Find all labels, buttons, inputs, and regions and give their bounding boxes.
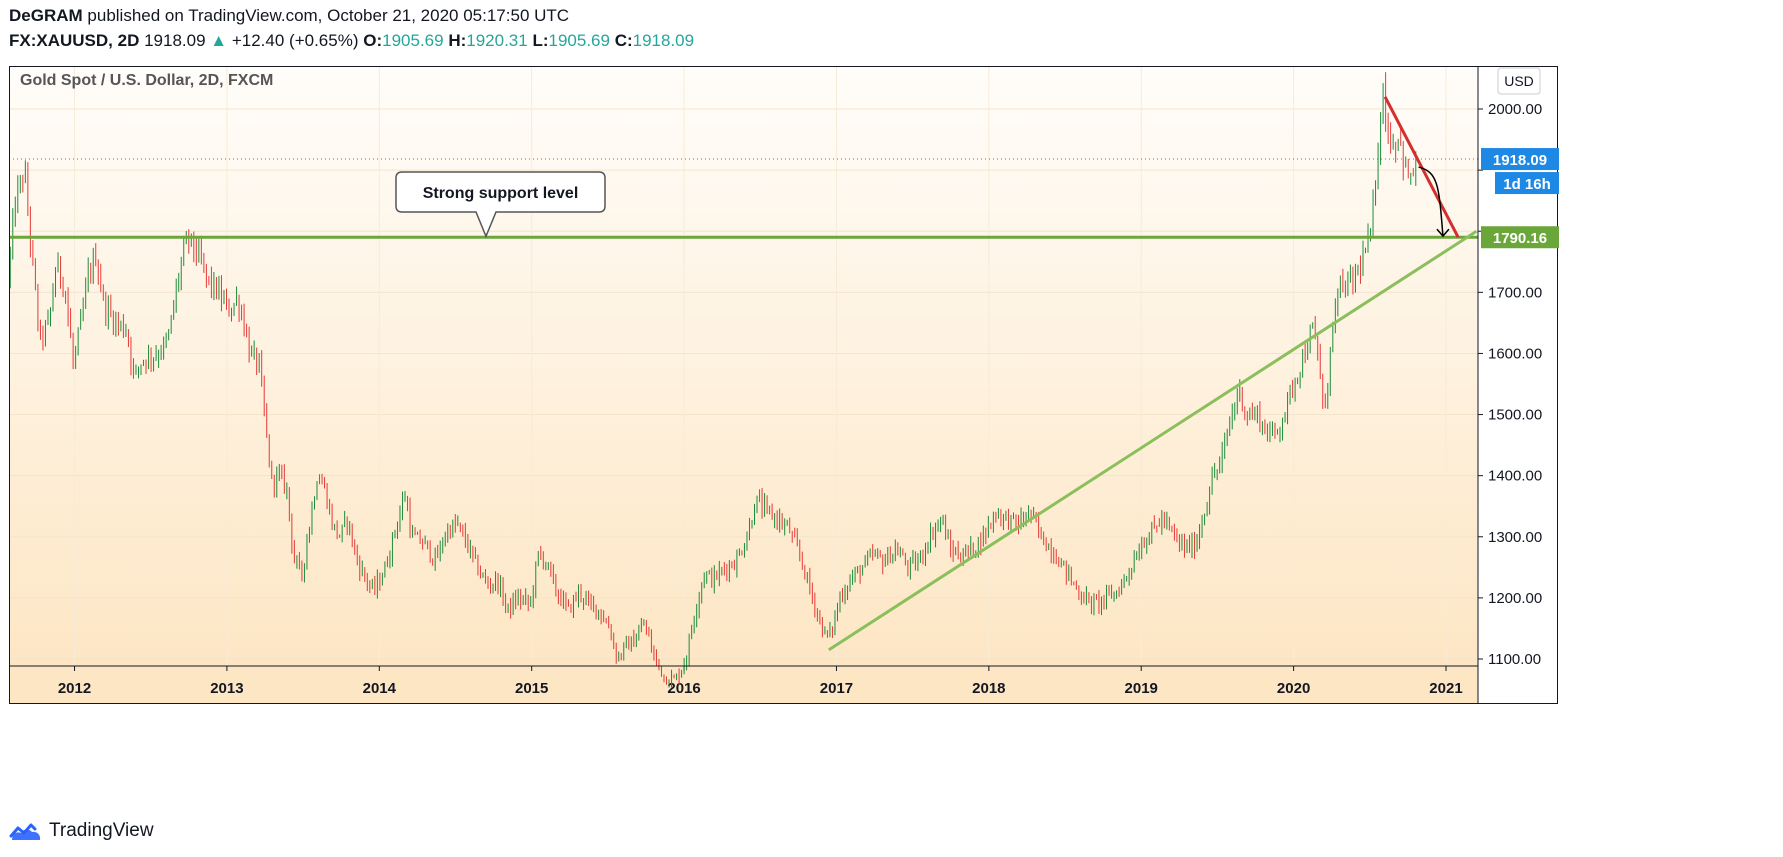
published-text: published on TradingView.com, October 21… <box>87 6 570 25</box>
x-tick-label: 2014 <box>363 680 397 697</box>
low-value: 1905.69 <box>548 31 610 50</box>
y-tick-label: 1700.00 <box>1488 284 1542 301</box>
close-label: C: <box>614 31 633 50</box>
x-tick-label: 2013 <box>210 680 243 697</box>
y-tick-label: 1100.00 <box>1488 651 1541 668</box>
x-tick-label: 2015 <box>515 680 548 697</box>
y-tick-label: 1400.00 <box>1488 468 1542 485</box>
trend-line[interactable] <box>828 229 1478 652</box>
y-tick-label: 1200.00 <box>1488 590 1542 607</box>
up-triangle-icon: ▲ <box>210 31 228 50</box>
ohlc-legend: FX:XAUUSD, 2D 1918.09 ▲ +12.40 (+0.65%) … <box>9 31 694 51</box>
price-chart[interactable]: 2000.00 1700.00 1600.00 1500.00 1400.00 1300.… <box>9 66 1783 803</box>
x-tick-label: 2016 <box>667 680 700 697</box>
x-tick-label: 2012 <box>58 680 91 697</box>
last-price-value: 1918.09 <box>144 31 206 50</box>
currency-button[interactable] <box>1497 67 1541 95</box>
high-label: H: <box>448 31 467 50</box>
close-value: 1918.09 <box>632 31 695 50</box>
y-tick-label: 1500.00 <box>1488 407 1542 424</box>
x-tick-label: 2020 <box>1277 680 1310 697</box>
countdown-label: 1d 16h <box>1503 176 1551 193</box>
x-tick-label: 2017 <box>820 680 853 697</box>
y-tick-label: 2000.00 <box>1488 101 1542 118</box>
callout-box[interactable] <box>395 171 606 239</box>
symbol-label[interactable]: FX:XAUUSD, 2D <box>9 31 140 50</box>
projection-arrow <box>1418 166 1444 237</box>
chart-background <box>9 66 1478 666</box>
support-price-badge <box>1481 226 1559 249</box>
tradingview-logo-icon <box>9 823 41 840</box>
x-tick-label: 2019 <box>1125 680 1158 697</box>
footer-brand: TradingView <box>9 818 154 844</box>
brand-name[interactable]: TradingView <box>49 820 154 841</box>
x-tick-label: 2021 <box>1429 680 1462 697</box>
change-value: +12.40 (+0.65%) <box>231 31 359 50</box>
x-tick-label: 2018 <box>972 680 1005 697</box>
author-name[interactable]: DeGRAM <box>9 6 83 25</box>
currency-label: USD <box>1504 73 1534 89</box>
arrow-head-icon <box>1436 228 1450 238</box>
high-value: 1920.31 <box>466 31 528 50</box>
publish-info: DeGRAM published on TradingView.com, Oct… <box>9 6 569 26</box>
y-tick-label: 1300.00 <box>1488 529 1542 546</box>
resistance-line[interactable] <box>1383 96 1460 239</box>
chart-title: Gold Spot / U.S. Dollar, 2D, FXCM <box>20 72 273 89</box>
y-tick-label: 1600.00 <box>1488 345 1542 362</box>
last-price-label: 1918.09 <box>1493 152 1547 169</box>
callout-text: Strong support level <box>423 185 579 202</box>
support-price-label: 1790.16 <box>1493 230 1547 247</box>
countdown-badge <box>1495 172 1559 195</box>
chart-frame <box>9 66 1558 704</box>
open-label: O: <box>363 31 383 50</box>
time-axis-background <box>9 666 1478 704</box>
last-price-badge <box>1481 148 1559 171</box>
low-label: L: <box>532 31 549 50</box>
open-value: 1905.69 <box>382 31 444 50</box>
